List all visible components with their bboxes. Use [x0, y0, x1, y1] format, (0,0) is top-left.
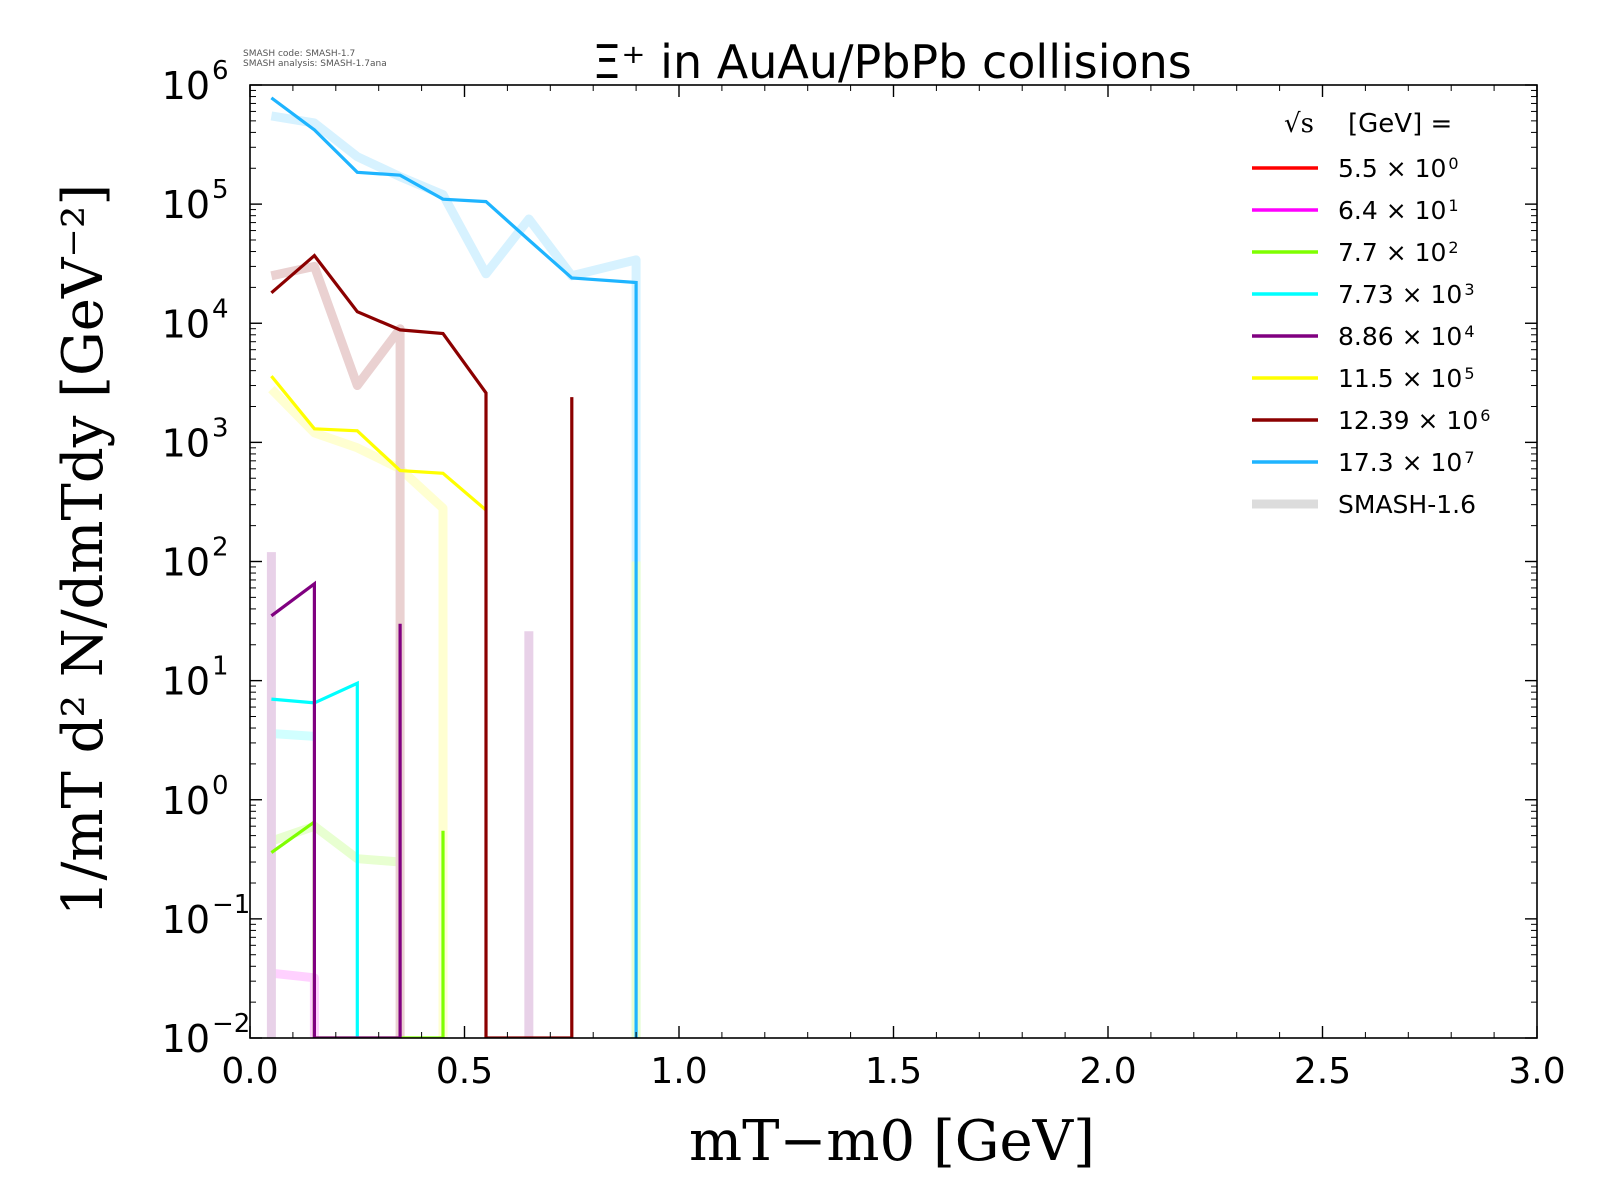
- plot-area: [249, 84, 1538, 1039]
- y-tick-exponent: 6: [212, 56, 229, 86]
- y-tick-exponent: 5: [212, 175, 229, 205]
- x-tick-label: 1.5: [865, 1051, 922, 1092]
- legend-exp-6.4: 1: [1448, 196, 1458, 215]
- legend-exp-5.5: 0: [1448, 154, 1458, 173]
- series-line-12.39: [270, 253, 574, 1038]
- reference-line-11.5: [268, 385, 448, 1038]
- y-tick-label: 10: [162, 541, 210, 585]
- reference-line-6.4: [270, 968, 319, 1038]
- y-tick-exponent: 1: [212, 652, 229, 682]
- y-tick-label: 10: [162, 898, 210, 942]
- y-tick-exponent: 2: [212, 533, 229, 563]
- legend-label-reference: SMASH-1.6: [1338, 490, 1476, 519]
- series-line-17.3: [270, 96, 638, 1038]
- y-tick-exponent: −1: [212, 890, 250, 920]
- series-line-8.86: [270, 580, 402, 1038]
- chart-title: Ξ⁺ in AuAu/PbPb collisions: [592, 35, 1192, 89]
- y-axis-label: 1/mT d² N/dmTdy [GeV⁻²]: [51, 184, 116, 916]
- y-tick-label: 10: [162, 183, 210, 227]
- y-tick-label: 10: [162, 1017, 210, 1061]
- legend-exp-11.5: 5: [1464, 364, 1474, 383]
- legend-title: [GeV] =: [1348, 109, 1452, 139]
- code-info-line2: SMASH analysis: SMASH-1.7ana: [243, 59, 387, 69]
- legend-label-7.7: 7.7 × 10: [1338, 238, 1446, 267]
- legend-exp-7.7: 2: [1448, 238, 1458, 257]
- code-info-line1: SMASH code: SMASH-1.7: [243, 49, 355, 59]
- legend-label-17.3: 17.3 × 10: [1338, 448, 1462, 477]
- y-tick-label: 10: [162, 421, 210, 465]
- series-line-7.7: [270, 818, 445, 1038]
- legend-exp-7.73: 3: [1464, 280, 1474, 299]
- legend: √s [GeV] = 5.5 × 10 0 6.4 × 10 1 7.7 × 10 2 7.73…: [1252, 109, 1490, 519]
- y-tick-exponent: 0: [212, 771, 229, 801]
- legend-exp-12.39: 6: [1480, 406, 1490, 425]
- legend-label-7.73: 7.73 × 10: [1338, 280, 1462, 309]
- reference-line-7.7: [269, 821, 401, 867]
- y-tick-label: 10: [162, 779, 210, 823]
- reference-line-17.3: [270, 111, 641, 1038]
- series-line-11.5: [270, 375, 488, 512]
- x-tick-label: 2.0: [1079, 1051, 1136, 1092]
- reference-line-7.73: [271, 729, 315, 741]
- y-tick-exponent: 3: [212, 413, 229, 443]
- legend-label-5.5: 5.5 × 10: [1338, 154, 1446, 183]
- legend-label-11.5: 11.5 × 10: [1338, 364, 1462, 393]
- legend-label-8.86: 8.86 × 10: [1338, 322, 1462, 351]
- legend-label-6.4: 6.4 × 10: [1338, 196, 1446, 225]
- y-tick-exponent: 4: [212, 294, 229, 324]
- axis-ticks: 0.0 0.5 1.0 1.5 2.0 2.5 3.010 610 510 410 310 210 11…: [162, 56, 1566, 1092]
- x-tick-label: 3.0: [1508, 1051, 1565, 1092]
- series-line-7.73: [271, 680, 359, 1038]
- legend-label-12.39: 12.39 × 10: [1338, 406, 1478, 435]
- y-tick-exponent: −2: [212, 1009, 250, 1039]
- x-tick-label: 0.0: [221, 1051, 278, 1092]
- x-tick-label: 1.0: [650, 1051, 707, 1092]
- series-group: [266, 96, 641, 1038]
- y-tick-label: 10: [162, 660, 210, 704]
- legend-exp-17.3: 7: [1464, 448, 1474, 467]
- legend-exp-8.86: 4: [1464, 322, 1474, 341]
- x-tick-label: 2.5: [1294, 1051, 1351, 1092]
- y-tick-label: 10: [162, 302, 210, 346]
- x-tick-label: 0.5: [436, 1051, 493, 1092]
- y-tick-label: 10: [162, 64, 210, 108]
- reference-line-12.39: [270, 261, 405, 1038]
- x-axis-label: mT−m0 [GeV]: [689, 1109, 1095, 1174]
- legend-title-sqrt-s: √s: [1284, 109, 1314, 139]
